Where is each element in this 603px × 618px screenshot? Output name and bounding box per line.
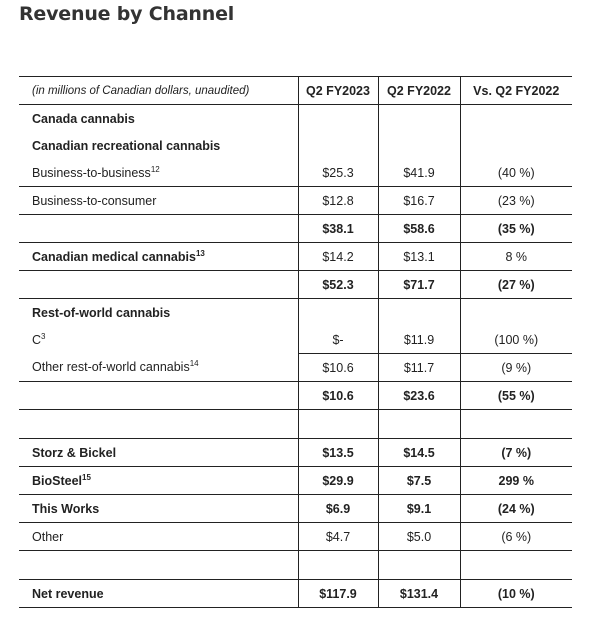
column-header-q2-fy2023: Q2 FY2023 bbox=[297, 76, 378, 105]
revenue-table: (in millions of Canadian dollars, unaudi… bbox=[19, 76, 572, 608]
row-label: Other rest-of-world cannabis14 bbox=[19, 353, 298, 382]
value-cell: $11.7 bbox=[377, 353, 460, 382]
value-cell: (35 %) bbox=[459, 214, 572, 243]
table-row: Storz & Bickel $13.5 $14.5 (7 %) bbox=[19, 438, 572, 467]
value-cell: (6 %) bbox=[459, 522, 572, 551]
value-cell: $14.2 bbox=[297, 242, 378, 271]
value-cell: (40 %) bbox=[459, 159, 572, 187]
value-cell: $131.4 bbox=[377, 579, 460, 608]
value-cell: (24 %) bbox=[459, 494, 572, 523]
value-cell: $9.1 bbox=[377, 494, 460, 523]
row-label: Business-to-consumer bbox=[19, 186, 298, 215]
net-revenue-row: Net revenue $117.9 $131.4 (10 %) bbox=[19, 579, 572, 608]
value-cell: $13.5 bbox=[297, 438, 378, 467]
row-label: BioSteel15 bbox=[19, 466, 298, 495]
value-cell: $10.6 bbox=[297, 353, 378, 382]
value-cell: 8 % bbox=[459, 242, 572, 271]
value-cell: (27 %) bbox=[459, 270, 572, 299]
value-cell: $16.7 bbox=[377, 186, 460, 215]
row-label: Other bbox=[19, 522, 298, 551]
column-header-q2-fy2022: Q2 FY2022 bbox=[377, 76, 460, 105]
value-cell: $25.3 bbox=[297, 159, 378, 187]
table-header-row: (in millions of Canadian dollars, unaudi… bbox=[19, 76, 572, 105]
value-cell: $23.6 bbox=[377, 381, 460, 410]
value-cell: $4.7 bbox=[297, 522, 378, 551]
value-cell: $7.5 bbox=[377, 466, 460, 495]
subtotal-row: $52.3 $71.7 (27 %) bbox=[19, 270, 572, 299]
value-cell: $52.3 bbox=[297, 270, 378, 299]
value-cell: $14.5 bbox=[377, 438, 460, 467]
section-label-rest-of-world: Rest-of-world cannabis bbox=[32, 305, 171, 320]
row-label: Canadian medical cannabis13 bbox=[19, 242, 298, 271]
column-header-change: Vs. Q2 FY2022 bbox=[459, 76, 572, 105]
section-label-canada-cannabis: Canada cannabis bbox=[32, 111, 135, 126]
row-label: Business-to-business12 bbox=[19, 159, 298, 187]
table-row: Canada cannabis bbox=[19, 104, 572, 132]
value-cell: (10 %) bbox=[459, 579, 572, 608]
value-cell: $29.9 bbox=[297, 466, 378, 495]
value-cell: $5.0 bbox=[377, 522, 460, 551]
table-row: Business-to-consumer $12.8 $16.7 (23 %) bbox=[19, 186, 572, 215]
value-cell: $- bbox=[297, 326, 378, 354]
page-title: Revenue by Channel bbox=[19, 3, 235, 25]
value-cell: $12.8 bbox=[297, 186, 378, 215]
value-cell: (55 %) bbox=[459, 381, 572, 410]
table-row: This Works $6.9 $9.1 (24 %) bbox=[19, 494, 572, 523]
units-note: (in millions of Canadian dollars, unaudi… bbox=[19, 76, 298, 105]
subtotal-row: $10.6 $23.6 (55 %) bbox=[19, 381, 572, 410]
value-cell: $38.1 bbox=[297, 214, 378, 243]
value-cell: $13.1 bbox=[377, 242, 460, 271]
value-cell: $11.9 bbox=[377, 326, 460, 354]
value-cell: $10.6 bbox=[297, 381, 378, 410]
value-cell: (9 %) bbox=[459, 353, 572, 382]
row-label: Net revenue bbox=[19, 579, 298, 608]
value-cell: 299 % bbox=[459, 466, 572, 495]
table-row: Canadian recreational cannabis bbox=[19, 132, 572, 159]
table-row: Business-to-business12 $25.3 $41.9 (40 %… bbox=[19, 159, 572, 187]
value-cell: $41.9 bbox=[377, 159, 460, 187]
value-cell: $117.9 bbox=[297, 579, 378, 608]
row-label: Storz & Bickel bbox=[19, 438, 298, 467]
value-cell: $71.7 bbox=[377, 270, 460, 299]
section-label-canadian-rec: Canadian recreational cannabis bbox=[32, 138, 221, 153]
spacer-row bbox=[19, 550, 572, 580]
spacer-row bbox=[19, 409, 572, 439]
value-cell: $6.9 bbox=[297, 494, 378, 523]
value-cell: $58.6 bbox=[377, 214, 460, 243]
table-row: C3 $- $11.9 (100 %) bbox=[19, 326, 572, 354]
table-row: Other rest-of-world cannabis14 $10.6 $11… bbox=[19, 353, 572, 382]
table-row: Canadian medical cannabis13 $14.2 $13.1 … bbox=[19, 242, 572, 271]
table-row: Rest-of-world cannabis bbox=[19, 298, 572, 326]
row-label: This Works bbox=[19, 494, 298, 523]
subtotal-row: $38.1 $58.6 (35 %) bbox=[19, 214, 572, 243]
value-cell: (23 %) bbox=[459, 186, 572, 215]
row-label: C3 bbox=[32, 331, 46, 347]
table-row: BioSteel15 $29.9 $7.5 299 % bbox=[19, 466, 572, 495]
value-cell: (7 %) bbox=[459, 438, 572, 467]
value-cell: (100 %) bbox=[459, 326, 572, 354]
table-row: Other $4.7 $5.0 (6 %) bbox=[19, 522, 572, 551]
